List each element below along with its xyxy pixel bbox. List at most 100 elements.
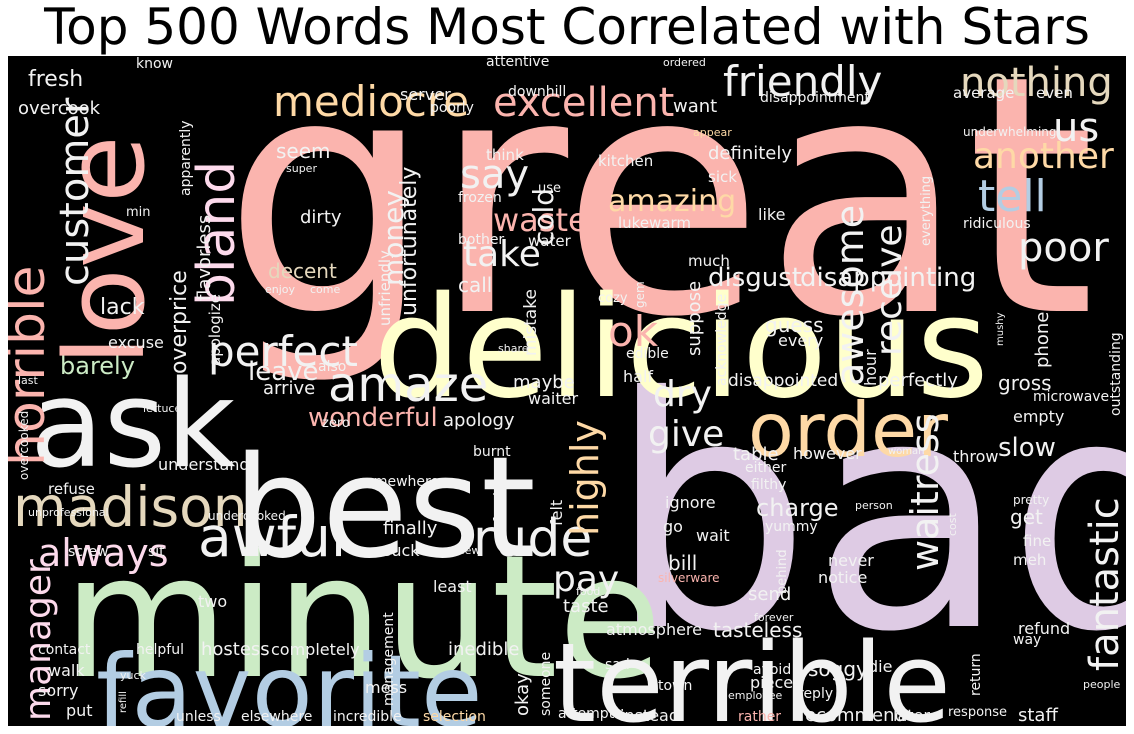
word-burnt: burnt — [473, 444, 511, 460]
word-suck: suck — [383, 541, 420, 560]
word-cloud-background — [8, 56, 1126, 726]
word-give: give — [648, 414, 724, 455]
word-soggy: soggy — [808, 657, 868, 681]
word-ask: ask — [30, 356, 236, 495]
word-overcook: overcook — [18, 98, 101, 119]
word-half: half — [623, 367, 653, 386]
word-nothing: nothing — [960, 60, 1113, 106]
word-refund: refund — [1018, 619, 1070, 638]
word-slow: slow — [998, 433, 1056, 463]
word-water: water — [528, 232, 572, 250]
word-maybe: maybe — [513, 372, 575, 393]
word-friendly: friendly — [723, 57, 882, 106]
word-favorite: favorite — [96, 633, 482, 726]
word-waste: waste — [493, 201, 588, 239]
word-yummy: yummy — [765, 519, 818, 535]
word-woman: woman — [888, 446, 925, 457]
word-fresh: fresh — [28, 67, 83, 92]
word-rude: rude — [473, 509, 592, 569]
word-downhill: downhill — [508, 84, 566, 100]
word-customer: customer — [52, 97, 98, 286]
word-want: want — [673, 96, 717, 117]
word-even: even — [1036, 84, 1073, 102]
word-every: every — [778, 331, 823, 350]
word-food: food — [576, 585, 600, 598]
word-recommend: recommend — [798, 705, 906, 726]
word-zero: zero — [322, 416, 350, 431]
word-table: table — [733, 444, 779, 465]
word-use: use — [538, 181, 561, 196]
word-poor: poor — [1018, 225, 1109, 271]
word-response: response — [948, 705, 1007, 720]
word-sick: sick — [708, 168, 737, 186]
word-ridiculous: ridiculous — [963, 216, 1031, 232]
word-awesome: awesome — [828, 205, 872, 386]
word-behind: behind — [775, 549, 790, 594]
word-silverware: silverware — [658, 571, 720, 585]
word-forever: forever — [754, 611, 794, 624]
word-frozen: frozen — [458, 190, 502, 206]
word-pretty: pretty — [1013, 493, 1049, 507]
word-selection: selection — [423, 709, 486, 725]
word-waitress: waitress — [903, 413, 947, 571]
word-appear: appear — [693, 126, 732, 139]
word-fantastic: fantastic — [1082, 497, 1126, 671]
word-least: least — [433, 577, 472, 596]
word-notice: notice — [818, 568, 867, 587]
word-mistake: mistake — [521, 289, 541, 356]
word-mess: mess — [365, 678, 407, 697]
word-taste: taste — [563, 596, 609, 617]
word-love: love — [41, 135, 169, 366]
word-server: server — [400, 85, 451, 104]
word-filthy: filthy — [751, 477, 786, 493]
word-yuck: yuck — [120, 669, 147, 682]
word-person: person — [855, 499, 893, 512]
word-walk: walk — [48, 661, 85, 680]
word-manager: manager — [18, 559, 59, 721]
word-know: know — [136, 56, 173, 72]
word-cost: cost — [946, 512, 959, 536]
word-flavorless: flavorless — [194, 215, 215, 301]
word-refuse: refuse — [48, 480, 95, 498]
word-perfection: perfection — [492, 475, 508, 546]
word-empty: empty — [1013, 407, 1064, 426]
word-staff: staff — [1018, 705, 1058, 726]
word-cold: cold — [527, 188, 560, 246]
word-lack: lack — [100, 295, 145, 320]
word-barely: barely — [60, 352, 135, 380]
word-lettuce: lettuce — [143, 402, 181, 415]
word-send: send — [748, 584, 791, 605]
word-unfriendly: unfriendly — [376, 250, 394, 326]
word-acknowledge: acknowledge — [714, 294, 730, 386]
word-dirty: dirty — [300, 207, 342, 228]
word-meh: meh — [1013, 551, 1046, 569]
word-apologize: apologize — [206, 294, 224, 366]
word-completely: completely — [271, 640, 360, 659]
word-piece: piece — [750, 673, 793, 692]
word-delicious: delicious — [373, 267, 989, 430]
word-best: best — [233, 427, 536, 590]
word-fine: fine — [1023, 532, 1051, 550]
word-take: take — [463, 234, 541, 275]
word-town: town — [658, 678, 692, 694]
word-min: min — [126, 205, 151, 220]
word-minute: minute — [63, 519, 663, 717]
word-share: share — [498, 342, 529, 355]
word-employee: employee — [728, 689, 783, 702]
word-guess: guess — [765, 313, 824, 337]
word-disappointed: disappointed — [728, 371, 838, 391]
word-arrive: arrive — [263, 378, 315, 399]
word-kitchen: kitchen — [598, 152, 653, 170]
word-bland: bland — [187, 161, 247, 306]
word-screw: screw — [68, 544, 109, 560]
word-cloud: great bad delicious minute best ask love terrib… — [8, 56, 1126, 726]
word-never: never — [828, 551, 874, 570]
word-two: two — [198, 592, 227, 611]
word-madison: madison — [13, 475, 248, 539]
word-excellent: excellent — [493, 80, 674, 126]
word-either: either — [745, 460, 786, 476]
word-attempt: attempt — [558, 706, 615, 722]
word-money: money — [377, 190, 410, 286]
word-somewhere: somewhere — [358, 474, 439, 490]
word-waiter: waiter — [528, 389, 578, 408]
